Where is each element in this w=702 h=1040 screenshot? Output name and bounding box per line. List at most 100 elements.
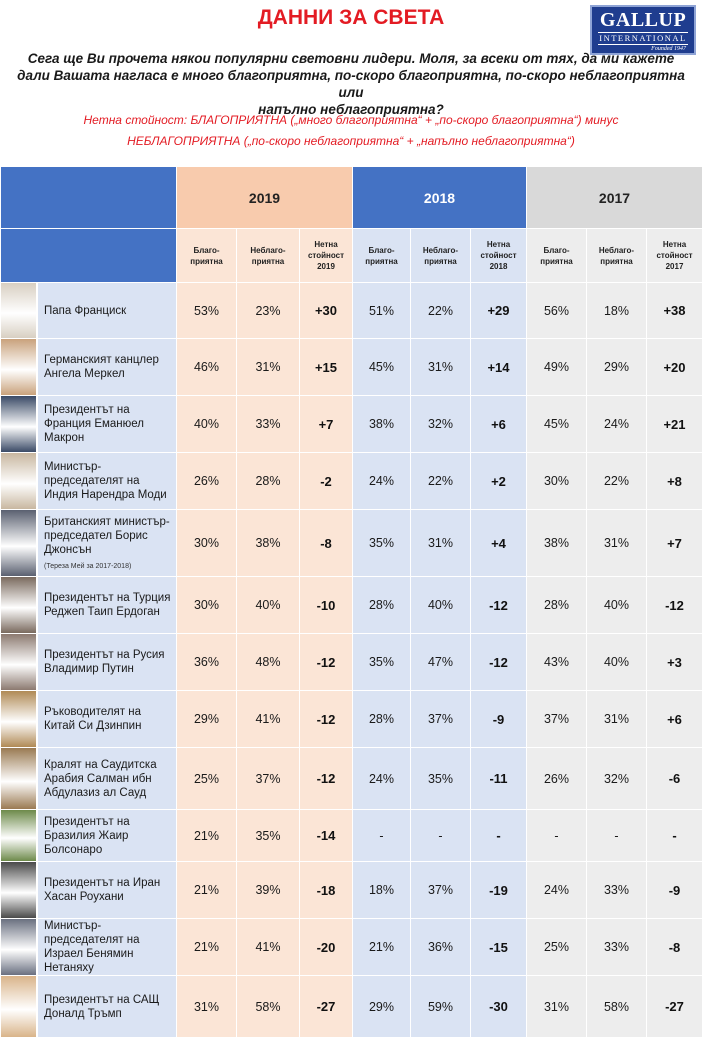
cell-unfavorable-2018: 31% xyxy=(410,338,471,396)
cell-favorable-2017: 43% xyxy=(526,633,587,691)
logo-name: GALLUP xyxy=(599,9,687,31)
net-definition-line: Нетна стойност: БЛАГОПРИЯТНА („много бла… xyxy=(83,113,619,127)
cell-net-2017: - xyxy=(646,809,702,862)
leader-name: Кралят на Саудитска Арабия Салман ибн Аб… xyxy=(44,758,157,799)
cell-favorable-2018: 18% xyxy=(352,861,411,919)
cell-unfavorable-2019: 28% xyxy=(236,452,300,510)
cell-unfavorable-2019: 39% xyxy=(236,861,300,919)
leader-cell: Президентът на Иран Хасан Роухани xyxy=(0,861,177,919)
column-header-row: Благо-приятна Неблаго-приятна Нетна стойн… xyxy=(0,228,702,283)
cell-net-2019: +30 xyxy=(299,282,353,339)
cell-favorable-2018: 24% xyxy=(352,747,411,810)
cell-unfavorable-2017: 22% xyxy=(586,452,647,510)
cell-net-2017: -12 xyxy=(646,576,702,634)
cell-net-2018: +14 xyxy=(470,338,527,396)
cell-unfavorable-2019: 40% xyxy=(236,576,300,634)
cell-net-2017: -9 xyxy=(646,861,702,919)
leader-photo xyxy=(1,976,38,1037)
leaders-rating-table: 2019 2018 2017 Благо-приятна Неблаго-при… xyxy=(0,166,702,1038)
cell-net-2018: - xyxy=(470,809,527,862)
cell-favorable-2017: 31% xyxy=(526,975,587,1038)
cell-favorable-2017: 38% xyxy=(526,509,587,577)
cell-favorable-2018: 28% xyxy=(352,576,411,634)
cell-favorable-2018: 29% xyxy=(352,975,411,1038)
net-definition-line: НЕБЛАГОПРИЯТНА („по-скоро неблагоприятна… xyxy=(127,134,575,148)
cell-unfavorable-2018: 47% xyxy=(410,633,471,691)
gallup-logo: GALLUP INTERNATIONAL Founded 1947 xyxy=(590,5,696,55)
cell-favorable-2017: 30% xyxy=(526,452,587,510)
cell-favorable-2019: 26% xyxy=(176,452,237,510)
leader-photo xyxy=(1,577,38,633)
cell-net-2018: -11 xyxy=(470,747,527,810)
cell-net-2019: -12 xyxy=(299,690,353,748)
leader-photo xyxy=(1,919,38,975)
cell-unfavorable-2017: 40% xyxy=(586,633,647,691)
cell-net-2017: +6 xyxy=(646,690,702,748)
cell-net-2019: -14 xyxy=(299,809,353,862)
cell-net-2019: -12 xyxy=(299,633,353,691)
cell-unfavorable-2017: 24% xyxy=(586,395,647,453)
cell-unfavorable-2017: 40% xyxy=(586,576,647,634)
table-row: Министър-председателят на Израел Бенямин… xyxy=(0,918,702,976)
cell-unfavorable-2017: 29% xyxy=(586,338,647,396)
col-header-favorable-2019: Благо-приятна xyxy=(176,228,237,283)
table-row: Президентът на Бразилия Жаир Болсонаро 21… xyxy=(0,809,702,862)
leader-name: Президентът на Бразилия Жаир Болсонаро xyxy=(44,815,130,856)
cell-unfavorable-2018: 37% xyxy=(410,861,471,919)
cell-unfavorable-2019: 35% xyxy=(236,809,300,862)
table-corner-sub xyxy=(0,228,177,283)
cell-net-2018: +4 xyxy=(470,509,527,577)
question-line: напълно неблагоприятна? xyxy=(258,102,444,117)
page-title: ДАННИ ЗА СВЕТА xyxy=(257,6,445,29)
col-header-unfavorable-2019: Неблаго-приятна xyxy=(236,228,300,283)
cell-favorable-2019: 21% xyxy=(176,809,237,862)
cell-favorable-2018: 28% xyxy=(352,690,411,748)
cell-unfavorable-2017: 33% xyxy=(586,918,647,976)
cell-unfavorable-2019: 48% xyxy=(236,633,300,691)
cell-unfavorable-2017: 32% xyxy=(586,747,647,810)
cell-favorable-2019: 21% xyxy=(176,861,237,919)
cell-net-2017: +21 xyxy=(646,395,702,453)
cell-net-2019: -2 xyxy=(299,452,353,510)
cell-net-2017: -8 xyxy=(646,918,702,976)
cell-unfavorable-2017: 18% xyxy=(586,282,647,339)
cell-unfavorable-2018: 22% xyxy=(410,452,471,510)
cell-net-2017: +7 xyxy=(646,509,702,577)
cell-unfavorable-2018: 32% xyxy=(410,395,471,453)
leader-name: Британският министър-председател Борис Д… xyxy=(44,516,170,556)
cell-unfavorable-2018: - xyxy=(410,809,471,862)
table-row: Германският канцлер Ангела Меркел 46% 31% +… xyxy=(0,338,702,396)
cell-net-2018: +2 xyxy=(470,452,527,510)
cell-favorable-2017: 25% xyxy=(526,918,587,976)
cell-net-2019: +7 xyxy=(299,395,353,453)
table-row: Президентът на САЩ Доналд Тръмп 31% 58% -27… xyxy=(0,975,702,1038)
table-row: Папа Франциск 53% 23% +30 51% 22% +29 56% 18% +38 xyxy=(0,282,702,339)
cell-favorable-2017: 37% xyxy=(526,690,587,748)
table-row: Президентът на Франция Еманюел Макрон 40%… xyxy=(0,395,702,453)
leader-photo xyxy=(1,453,38,509)
cell-favorable-2017: 24% xyxy=(526,861,587,919)
table-row: Президентът на Русия Владимир Путин 36% 48… xyxy=(0,633,702,691)
cell-unfavorable-2019: 41% xyxy=(236,690,300,748)
col-header-unfavorable-2018: Неблаго-приятна xyxy=(410,228,471,283)
cell-unfavorable-2018: 36% xyxy=(410,918,471,976)
col-header-favorable-2018: Благо-приятна xyxy=(352,228,411,283)
leader-cell: Германският канцлер Ангела Меркел xyxy=(0,338,177,396)
cell-net-2018: -19 xyxy=(470,861,527,919)
leader-photo xyxy=(1,810,38,861)
cell-unfavorable-2018: 59% xyxy=(410,975,471,1038)
cell-net-2018: -12 xyxy=(470,576,527,634)
cell-unfavorable-2018: 37% xyxy=(410,690,471,748)
cell-favorable-2018: 21% xyxy=(352,918,411,976)
cell-favorable-2018: - xyxy=(352,809,411,862)
leader-cell: Президентът на Франция Еманюел Макрон xyxy=(0,395,177,453)
cell-unfavorable-2019: 31% xyxy=(236,338,300,396)
table-row: Ръководителят на Китай Си Дзинпин 29% 41% -… xyxy=(0,690,702,748)
leader-photo xyxy=(1,862,38,918)
table-row: Президентът на Турция Реджеп Таип Ердога… xyxy=(0,576,702,634)
cell-favorable-2019: 40% xyxy=(176,395,237,453)
col-header-net-2017: Нетна стойност 2017 xyxy=(646,228,702,283)
cell-unfavorable-2019: 41% xyxy=(236,918,300,976)
leader-photo xyxy=(1,748,38,809)
leader-name: Ръководителят на Китай Си Дзинпин xyxy=(44,706,142,732)
